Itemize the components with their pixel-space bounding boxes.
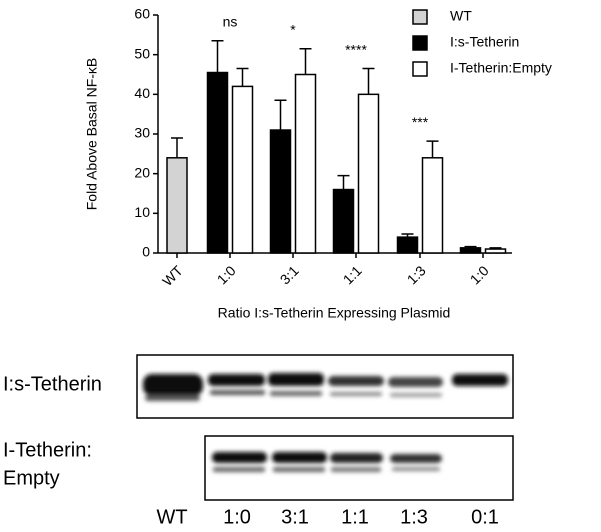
error-bar [236,67,249,87]
band [143,374,203,396]
blot-row-label: I:s-Tetherin [3,373,102,395]
x-tick-label: 3:1 [277,262,302,287]
error-bar [464,245,477,248]
band [388,377,443,387]
y-tick-label: 60 [134,6,150,22]
band [268,373,324,386]
legend-label: I:s-Tetherin [450,34,519,50]
x-tick-label: 1:3 [404,262,429,287]
significance-label: * [290,21,296,37]
significance-label: *** [412,114,429,130]
legend-label: I-Tetherin:Empty [450,60,552,76]
band [273,467,325,472]
y-tick-label: 20 [134,164,150,180]
bar [294,73,317,254]
band [330,392,382,396]
error-bar [401,233,414,238]
x-axis-title: Ratio I:s-Tetherin Expressing Plasmid [218,305,451,321]
error-bar [274,99,287,131]
blot-row-label: I-Tetherin: [3,439,92,461]
lane-label: WT [156,506,187,528]
bar [357,93,380,254]
bar [166,157,188,254]
error-bar [426,140,439,158]
band [272,452,327,463]
bar [332,188,355,254]
lane-label: 1:0 [223,506,251,528]
y-tick-label: 50 [134,45,150,61]
blot-upper [136,354,514,419]
legend-swatch [412,35,428,51]
band [392,467,440,471]
blot-lower [204,435,514,501]
band [328,376,384,386]
y-tick-label: 40 [134,85,150,101]
y-tick-label: 30 [134,125,150,141]
y-axis-title: Fold Above Basal NF-κB [84,58,100,211]
legend-swatch [412,61,428,77]
band [390,454,442,463]
lane-label: 1:3 [400,506,428,528]
bar [269,129,292,254]
bar [231,85,254,254]
legend-swatch [412,9,428,25]
band [390,393,442,397]
error-bar [299,47,312,75]
blot-row-label: Empty [3,467,60,489]
error-bar [171,137,183,158]
bar [396,236,419,254]
band [210,390,265,395]
bar [459,247,482,254]
y-tick-label: 0 [142,244,150,260]
band [331,467,381,472]
error-bar [489,247,502,250]
error-bar [337,174,350,190]
x-tick-label: 1:1 [340,262,365,287]
x-tick-label: 1:0 [214,262,239,287]
bar [206,71,229,254]
error-bar [362,67,375,95]
lane-label: 1:1 [341,506,369,528]
bar [484,248,507,254]
lane-label: 0:1 [471,506,499,528]
x-tick-label: WT [159,262,186,289]
significance-label: **** [345,41,367,57]
band [213,467,265,472]
band [452,374,508,386]
band [212,452,267,463]
band [330,453,383,463]
bar [421,157,444,254]
band [270,391,322,396]
x-tick-label: 1:0 [467,262,492,287]
y-tick-label: 10 [134,204,150,220]
significance-label: ns [223,13,238,29]
error-bar [211,40,224,73]
lane-label: 3:1 [281,506,309,528]
band [208,374,265,386]
legend-label: WT [450,8,472,24]
band [145,395,200,401]
